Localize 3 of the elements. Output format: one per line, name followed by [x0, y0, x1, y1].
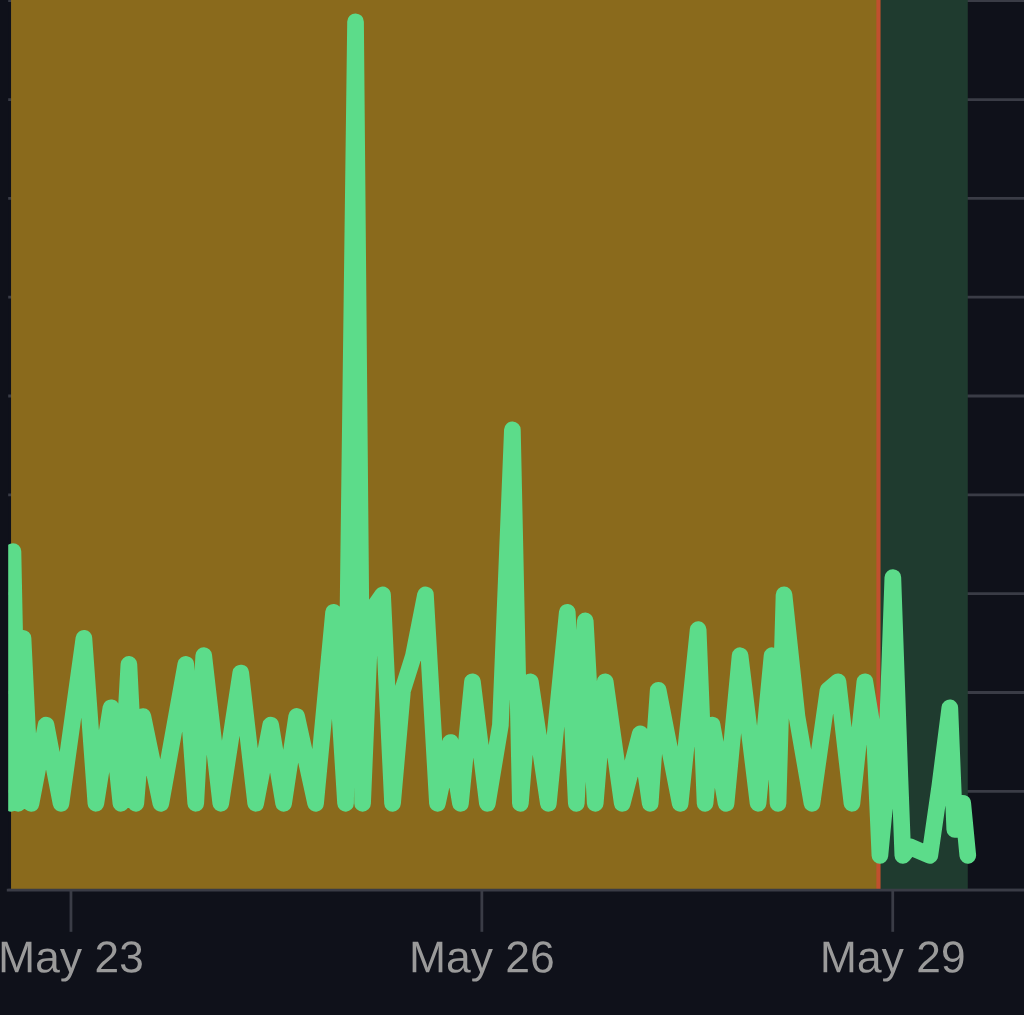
x-tick-label: May 23	[1, 941, 142, 982]
x-tick-label: May 26	[412, 941, 553, 982]
x-tick-label: May 29	[823, 941, 964, 982]
